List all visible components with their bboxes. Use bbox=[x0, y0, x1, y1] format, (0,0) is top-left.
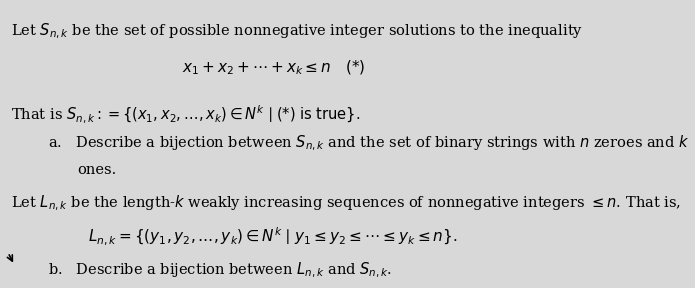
Text: a.   Describe a bijection between $S_{n,k}$ and the set of binary strings with $: a. Describe a bijection between $S_{n,k}… bbox=[48, 134, 689, 153]
Text: ones.: ones. bbox=[78, 162, 117, 177]
Text: $x_1 + x_2 + \cdots + x_k \leq n \quad (*)$: $x_1 + x_2 + \cdots + x_k \leq n \quad (… bbox=[181, 58, 365, 77]
Text: Let $L_{n,k}$ be the length-$k$ weakly increasing sequences of nonnegative integ: Let $L_{n,k}$ be the length-$k$ weakly i… bbox=[11, 194, 681, 213]
Text: That is $S_{n,k} := \{(x_1, x_2, \ldots, x_k) \in N^k \mid (*) \text{ is true}\}: That is $S_{n,k} := \{(x_1, x_2, \ldots,… bbox=[11, 103, 361, 125]
Text: b.   Describe a bijection between $L_{n,k}$ and $S_{n,k}$.: b. Describe a bijection between $L_{n,k}… bbox=[48, 261, 392, 280]
Text: Let $S_{n,k}$ be the set of possible nonnegative integer solutions to the inequa: Let $S_{n,k}$ be the set of possible non… bbox=[11, 21, 583, 41]
Text: $L_{n,k} = \{(y_1, y_2, \ldots, y_k) \in N^k \mid y_1 \leq y_2 \leq \cdots \leq : $L_{n,k} = \{(y_1, y_2, \ldots, y_k) \in… bbox=[88, 225, 458, 247]
